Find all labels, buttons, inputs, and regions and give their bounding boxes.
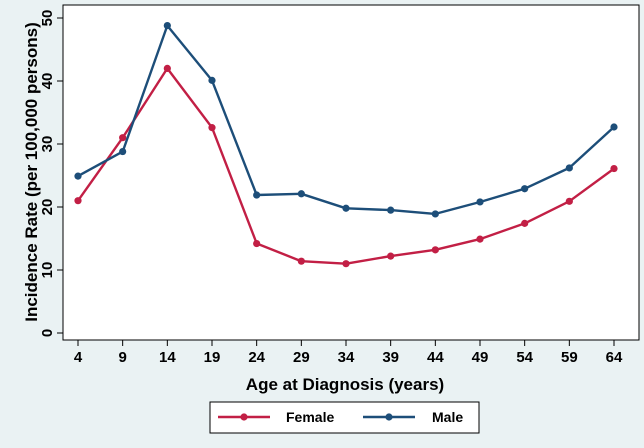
data-point bbox=[387, 206, 395, 214]
plot-area bbox=[62, 4, 640, 341]
data-point bbox=[565, 197, 573, 205]
x-tick-label: 54 bbox=[516, 349, 533, 366]
x-axis: 4 9 14 19 24 29 34 39 44 49 54 59 64 bbox=[74, 340, 623, 366]
x-tick-label: 9 bbox=[118, 349, 126, 366]
data-point bbox=[476, 198, 484, 206]
x-tick-label: 34 bbox=[338, 349, 355, 366]
data-point bbox=[565, 164, 573, 172]
data-point bbox=[476, 235, 484, 243]
x-tick-label: 59 bbox=[561, 349, 578, 366]
data-point bbox=[342, 260, 350, 268]
y-tick-label: 30 bbox=[39, 136, 56, 153]
x-tick-label: 24 bbox=[248, 349, 265, 366]
x-axis-title: Age at Diagnosis (years) bbox=[246, 375, 444, 394]
data-point bbox=[387, 252, 395, 260]
x-tick-label: 19 bbox=[204, 349, 221, 366]
data-point bbox=[208, 124, 216, 132]
data-point bbox=[521, 219, 529, 227]
y-tick-label: 20 bbox=[39, 199, 56, 216]
legend: Female Male bbox=[209, 401, 480, 434]
data-point bbox=[297, 190, 305, 198]
series-male bbox=[74, 21, 618, 218]
data-point bbox=[431, 246, 439, 254]
data-point bbox=[253, 191, 261, 199]
x-tick-label: 49 bbox=[472, 349, 489, 366]
data-point bbox=[163, 21, 171, 30]
data-point bbox=[431, 210, 439, 218]
data-point bbox=[163, 64, 171, 72]
data-point bbox=[521, 185, 529, 193]
data-point bbox=[342, 204, 350, 212]
x-tick-label: 44 bbox=[427, 349, 444, 366]
y-axis-title: Incidence Rate (per 100,000 persons) bbox=[22, 22, 41, 322]
y-tick-label: 40 bbox=[39, 73, 56, 90]
data-point bbox=[253, 239, 261, 248]
legend-marker-female bbox=[240, 413, 248, 421]
data-point bbox=[74, 172, 82, 180]
data-point bbox=[119, 147, 127, 156]
x-tick-label: 64 bbox=[606, 349, 623, 366]
data-point bbox=[74, 197, 82, 205]
series-female bbox=[74, 64, 618, 268]
legend-label-male: Male bbox=[432, 409, 463, 425]
data-point bbox=[610, 164, 618, 173]
y-tick-label: 0 bbox=[39, 329, 56, 337]
data-point bbox=[208, 76, 216, 84]
data-point bbox=[297, 257, 305, 265]
legend-marker-male bbox=[385, 413, 393, 421]
data-point bbox=[610, 123, 618, 131]
series-layer bbox=[74, 21, 618, 268]
data-point bbox=[119, 134, 127, 142]
x-tick-label: 14 bbox=[159, 349, 176, 366]
y-axis: 0 10 20 30 40 50 bbox=[39, 10, 63, 337]
y-tick-label: 50 bbox=[39, 10, 56, 27]
x-tick-label: 29 bbox=[293, 349, 310, 366]
x-tick-label: 39 bbox=[382, 349, 399, 366]
y-tick-label: 10 bbox=[39, 262, 56, 279]
legend-label-female: Female bbox=[286, 409, 334, 425]
x-tick-label: 4 bbox=[74, 349, 83, 366]
